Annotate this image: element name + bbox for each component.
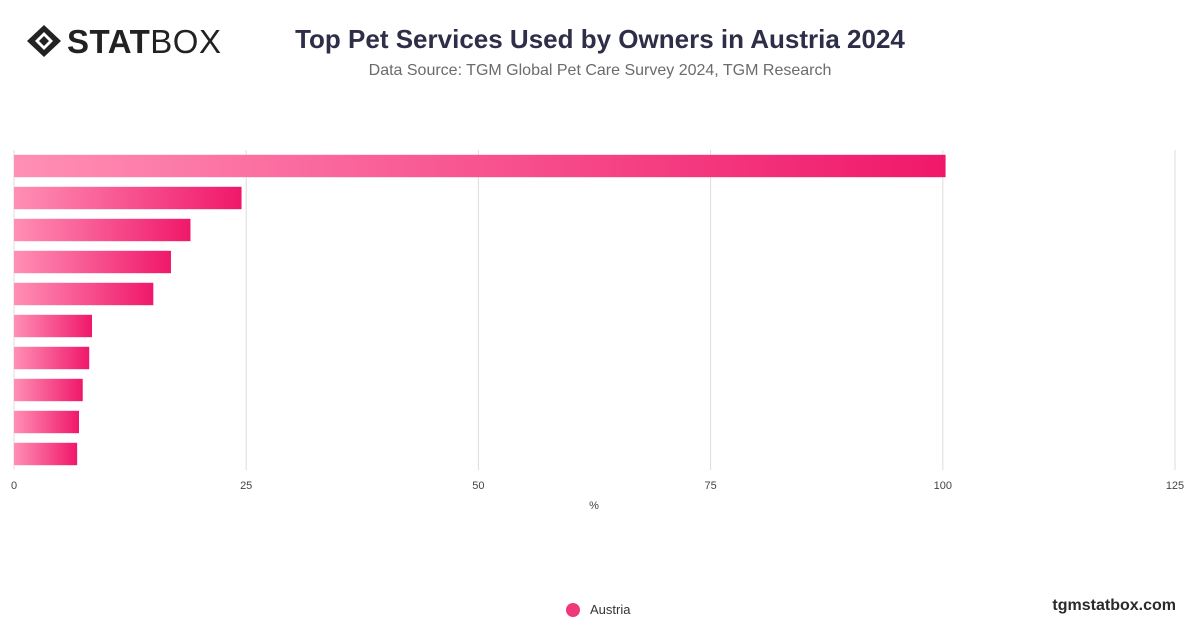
bar-6[interactable] [14,314,93,338]
bar-10[interactable] [14,442,78,466]
chart-subtitle: Data Source: TGM Global Pet Care Survey … [368,62,832,79]
statbox-logo: STATBOX [25,22,221,60]
legend-marker [566,602,580,617]
x-axis-ticks: 0 25 50 75 100 125 [11,480,1184,492]
bar-2[interactable] [14,186,242,210]
chart-title: Top Pet Services Used by Owners in Austr… [295,24,905,54]
x-tick-label: 0 [11,480,17,492]
legend-label: Austria [590,602,631,617]
bar-5[interactable] [14,282,154,306]
x-tick-label: 50 [472,480,484,492]
watermark: tgmstatbox.com [1052,597,1176,614]
statbox-logo-text: STATBOX [67,22,222,60]
x-axis-title: % [589,500,599,512]
x-tick-label: 125 [1166,480,1184,492]
bar-7[interactable] [14,346,90,370]
x-tick-label: 25 [240,480,252,492]
bar-8[interactable] [14,378,83,402]
legend[interactable]: Austria [566,602,630,617]
x-tick-label: 75 [704,480,716,492]
statbox-logo-icon [27,25,61,57]
bar-9[interactable] [14,410,80,434]
bar-3[interactable] [14,218,191,242]
bars [14,154,946,466]
bar-1[interactable] [14,154,946,178]
x-tick-label: 100 [934,480,952,492]
bar-4[interactable] [14,250,171,274]
